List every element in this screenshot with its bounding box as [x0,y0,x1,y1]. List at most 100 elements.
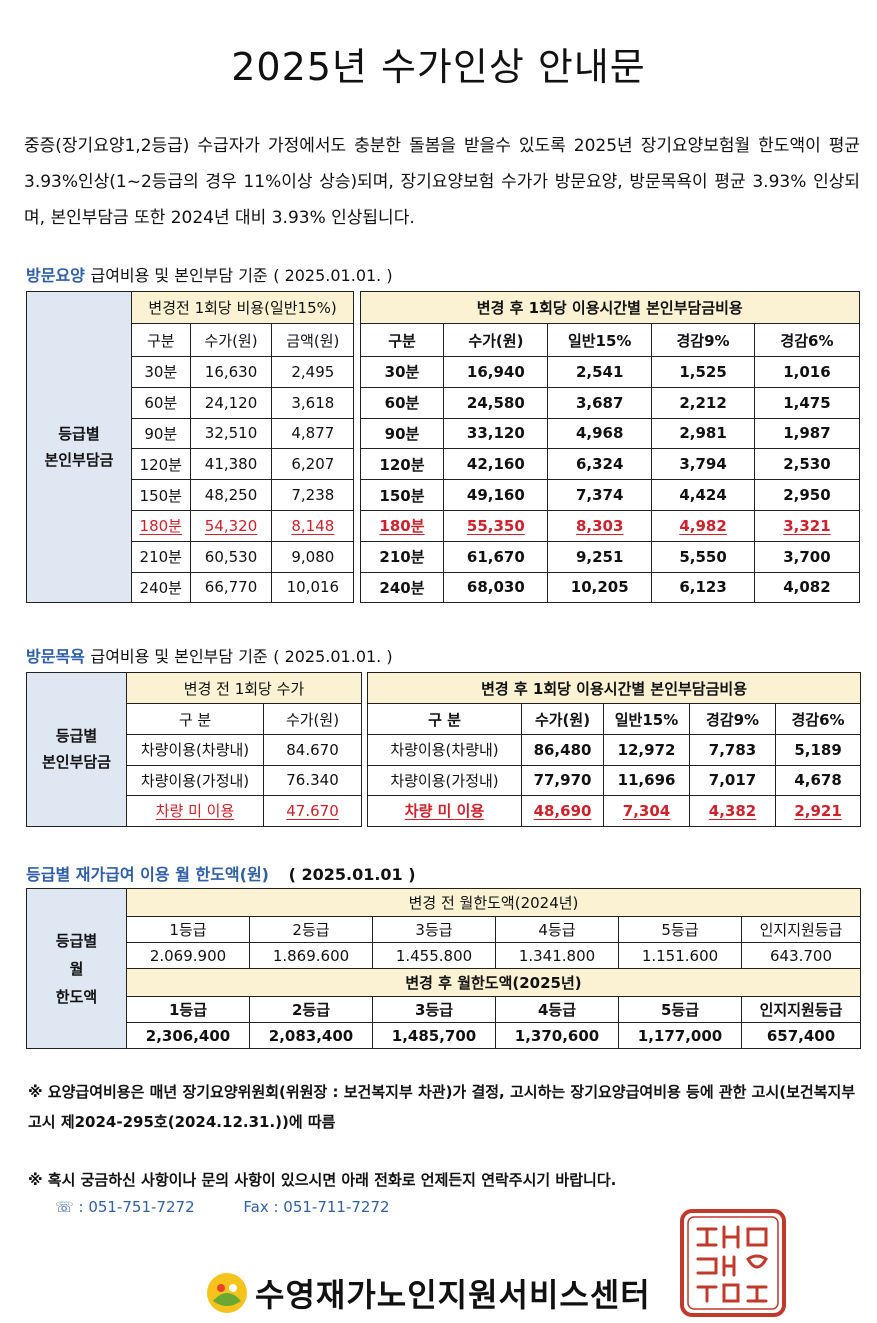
column-header: 구 분 [126,703,264,735]
intro-paragraph: 중증(장기요양1,2등급) 수급자가 가정에서도 충분한 돌봄을 받을수 있도록… [24,136,860,228]
table-cell: 1,016 [753,356,861,388]
table-cell: 3,321 [753,509,861,542]
value-cell: 1.341.800 [495,942,619,969]
table-row: 240분 66,770 10,016 240분 68,030 10,205 6,123 4,0… [27,571,861,604]
table-cell: 2,495 [271,356,355,388]
table-cell: 차량이용(차량내) [126,734,264,766]
highlighted-value: 4,382 [708,801,757,820]
grade-side-label: 등급별 본인부담금 [26,290,132,604]
grade-cell: 2등급 [249,916,373,943]
column-header: 수가(원) [262,703,363,735]
grade-cell: 1등급 [126,996,250,1023]
grade-cell: 인지지원등급 [740,916,862,943]
value-cell: 2,306,400 [126,1022,250,1049]
table-cell: 150분 [130,479,191,511]
column-header: 구 분 [367,703,523,735]
grade-cell: 2등급 [249,996,373,1023]
table-cell: 7,783 [689,734,777,766]
table-cell: 60분 [359,386,445,419]
highlighted-value: 3,321 [783,516,831,535]
table-cell: 41,380 [189,448,273,481]
monthly-limit-title-date: ( 2025.01.01 ) [288,865,416,884]
table-row: 180분 54,320 8,148 180분 55,350 8,303 4,982 3,321 [27,509,861,542]
highlighted-value: 54,320 [204,516,258,535]
table-cell: 48,250 [189,479,273,511]
visit-bath-section-title: 방문목욕 급여비용 및 본인부담 기준 ( 2025.01.01. ) [26,643,393,667]
column-header: 구분 [359,323,445,357]
table-cell: 68,030 [443,571,549,604]
column-header: 경감9% [651,323,755,357]
table-cell: 1,525 [651,356,755,388]
table-cell: 32,510 [189,417,273,450]
side-label-line: 등급별 [58,425,100,444]
side-label-line: 등급별 [55,727,98,746]
table-cell: 4,877 [271,417,355,450]
table-cell: 60분 [130,386,191,419]
column-header: 일반15% [547,323,653,357]
table-cell: 24,120 [189,386,273,419]
table-cell: 차량이용(차량내) [367,734,523,766]
table-cell: 1,987 [753,417,861,450]
table-cell: 3,687 [547,386,653,419]
value-row: 2.069.900 1.869.600 1.455.800 1.341.800 1.15… [27,942,862,969]
table-cell: 7,374 [547,479,653,511]
table-cell: 2,921 [775,795,862,827]
visit-care-title-rest: 급여비용 및 본인부담 기준 [90,266,268,285]
after-header: 변경 후 1회당 이용시간별 본인부담금비용 [367,672,862,704]
highlighted-value: 4,982 [679,516,727,535]
side-label-line: 본인부담금 [41,753,111,772]
highlighted-value: 차량 미 이용 [404,802,485,821]
phone-number[interactable]: ☏ : 051-751-7272 [55,1198,195,1216]
highlighted-value: 48,690 [533,801,592,820]
grade-cell: 5등급 [618,916,742,943]
column-header: 수가(원) [443,323,549,357]
grade-row: 1등급 2등급 3등급 4등급 5등급 인지지원등급 [27,916,862,943]
column-header: 수가(원) [189,323,273,357]
table-cell: 7,304 [603,795,691,827]
table-cell: 3,618 [271,386,355,419]
value-cell: 2.069.900 [126,942,250,969]
column-header: 경감6% [775,703,862,735]
before-header: 변경 전 월한도액(2024년) [125,888,862,917]
table-cell: 차량이용(가정내) [126,764,264,796]
contact-line: ☏ : 051-751-7272 Fax : 051-711-7272 [55,1198,434,1216]
table-cell: 49,160 [443,479,549,511]
table-column-row: 구분 수가(원) 금액(원) 구분 수가(원) 일반15% 경감9% 경감6% [27,323,861,357]
table-cell: 12,972 [603,734,691,766]
highlighted-value: 8,303 [575,516,624,535]
grade-cell: 4등급 [495,916,619,943]
table-cell: 차량 미 이용 [367,795,523,827]
table-header-row: 변경 후 월한도액(2025년) [27,968,862,997]
table-cell: 33,120 [443,417,549,450]
grade-row: 1등급 2등급 3등급 4등급 5등급 인지지원등급 [27,996,862,1023]
grade-side-label: 등급별 월 한도액 [26,888,127,1049]
table-cell: 2,530 [753,448,861,481]
highlighted-value: 180분 [139,517,182,536]
visit-bath-title-accent: 방문목욕 [26,647,85,666]
after-header: 변경 후 1회당 이용시간별 본인부담금비용 [359,291,861,324]
visit-care-section-title: 방문요양 급여비용 및 본인부담 기준 ( 2025.01.01. ) [26,262,393,286]
table-row: 차량 미 이용 47.670 차량 미 이용 48,690 7,304 4,382 2,92… [27,795,862,827]
visit-care-table: 등급별 본인부담금 변경전 1회당 비용(일반15%) 변경 후 1회당 이용시간별 … [26,290,861,604]
table-cell: 61,670 [443,540,549,573]
table-cell: 2,950 [753,479,861,511]
value-cell: 1.151.600 [618,942,742,969]
table-row: 차량이용(가정내) 76.340 차량이용(가정내) 77,970 11,696 7,01… [27,764,862,796]
table-cell: 4,382 [689,795,777,827]
table-cell: 55,350 [443,509,549,542]
table-cell: 4,678 [775,764,862,796]
before-header: 변경 전 1회당 수가 [125,672,363,704]
grade-cell: 5등급 [618,996,742,1023]
table-row: 210분 60,530 9,080 210분 61,670 9,251 5,550 3,700 [27,540,861,573]
table-cell: 4,424 [651,479,755,511]
table-cell: 54,320 [189,509,273,542]
table-cell: 11,696 [603,764,691,796]
inquiry-note: ※ 혹시 궁금하신 사항이나 문의 사항이 있으시면 아래 전화로 언제든지 연… [28,1171,617,1189]
table-cell: 76.340 [262,764,363,796]
table-cell: 9,080 [271,540,355,573]
value-cell: 1,177,000 [618,1022,742,1049]
highlighted-value: 7,304 [622,801,671,820]
table-cell: 240분 [130,571,191,604]
highlighted-value: 47.670 [286,801,339,820]
